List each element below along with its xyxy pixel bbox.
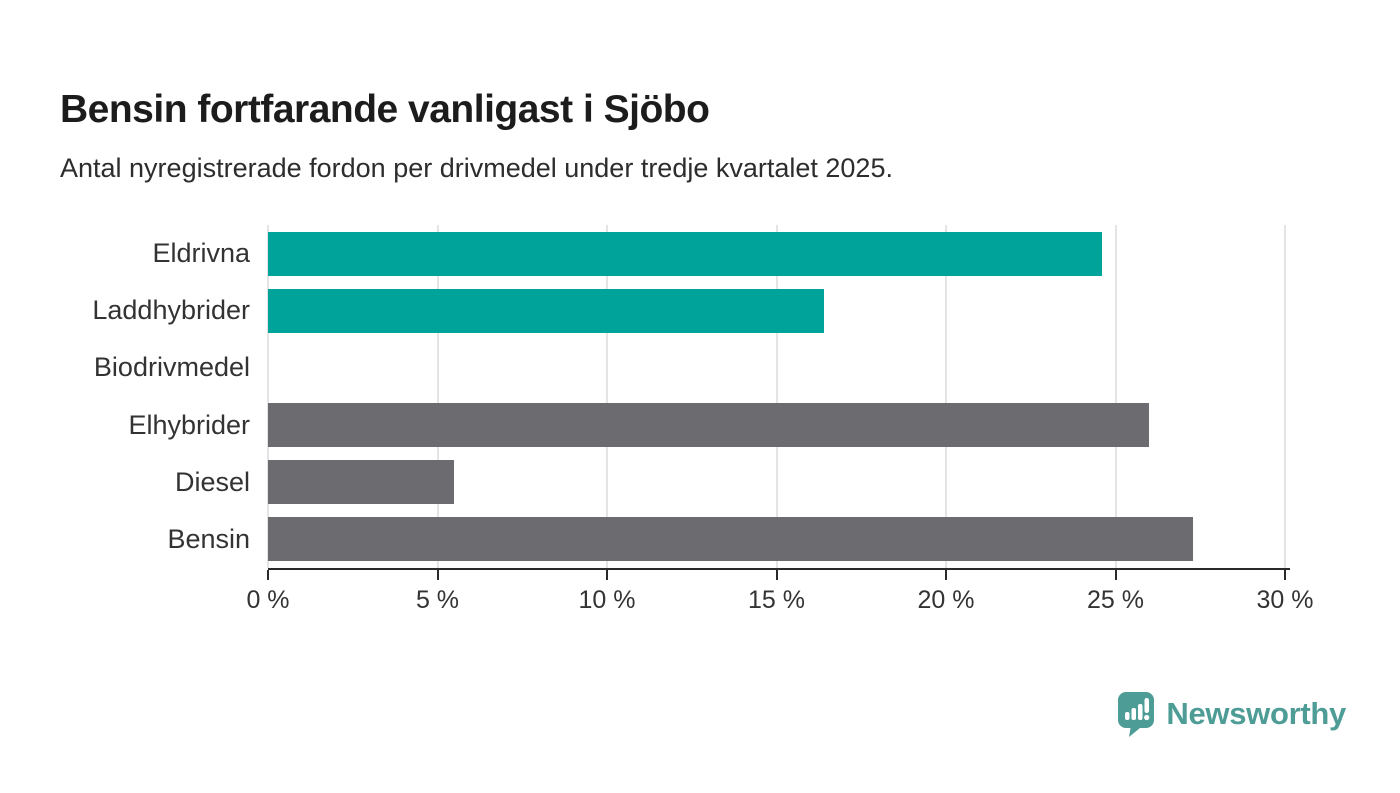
x-tick-label-20: 20 %: [917, 586, 975, 614]
gridline-30: [1284, 225, 1286, 568]
bar-eldrivna: [268, 231, 1102, 276]
category-label-elhybrider: Elhybrider: [128, 409, 250, 440]
gridline-5: [436, 225, 439, 568]
x-tick-25: [1114, 570, 1117, 580]
x-tick-label-30: 30 %: [1256, 586, 1314, 614]
gridline-20: [945, 225, 947, 568]
x-tick-0: [267, 570, 269, 580]
x-tick-label-0: 0 %: [246, 586, 290, 614]
chart-subtitle: Antal nyregistrerade fordon per drivmede…: [60, 153, 893, 183]
gridline-0: [267, 225, 269, 568]
gridline-25: [1114, 225, 1117, 568]
newsworthy-logo: Newsworthy: [1116, 688, 1346, 740]
brand-name: Newsworthy: [1166, 696, 1346, 731]
x-tick-label-5: 5 %: [415, 586, 460, 614]
bar-diesel: [268, 460, 455, 505]
x-tick-label-25: 25 %: [1087, 586, 1144, 614]
category-label-biodrivmedel: Biodrivmedel: [93, 352, 250, 383]
x-tick-30: [1284, 570, 1286, 580]
category-label-eldrivna: Eldrivna: [152, 238, 250, 269]
x-tick-20: [945, 570, 947, 580]
gridline-10: [606, 225, 608, 568]
bar-bensin: [268, 517, 1194, 562]
x-tick-5: [436, 570, 439, 580]
gridline-15: [775, 225, 778, 568]
bar-chart: Eldrivna Laddhybrider Biodrivmedel Elhybrid…: [60, 225, 1350, 625]
x-tick-10: [606, 570, 608, 580]
category-label-laddhybrider: Laddhybrider: [92, 295, 250, 326]
bar-elhybrider: [268, 403, 1150, 448]
x-tick-label-10: 10 %: [578, 586, 636, 614]
chart-title: Bensin fortfarande vanligast i Sjöbo: [60, 88, 710, 132]
category-label-diesel: Diesel: [174, 466, 250, 497]
x-tick-label-15: 15 %: [748, 586, 805, 614]
newsworthy-bubble-chart-icon: [1116, 690, 1156, 738]
x-axis-line: [268, 568, 1290, 570]
x-tick-15: [775, 570, 778, 580]
plot-area: [267, 225, 1286, 568]
bar-laddhybrider: [268, 288, 824, 333]
category-label-bensin: Bensin: [167, 523, 250, 554]
